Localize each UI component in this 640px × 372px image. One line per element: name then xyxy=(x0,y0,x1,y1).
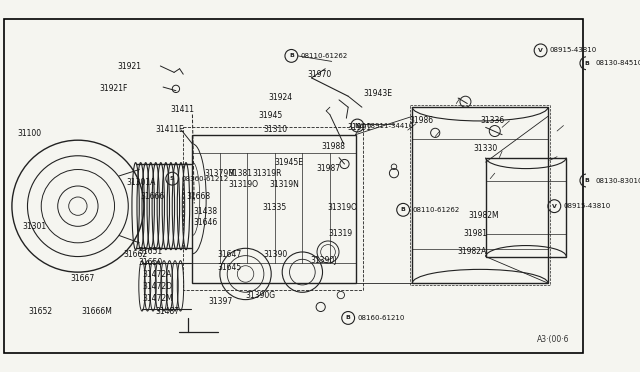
Text: 31651: 31651 xyxy=(138,247,163,256)
Text: 31921: 31921 xyxy=(117,61,141,71)
Text: 31970: 31970 xyxy=(308,70,332,79)
Text: 31487: 31487 xyxy=(156,307,180,316)
Text: 31319O: 31319O xyxy=(327,203,357,212)
Text: 31390J: 31390J xyxy=(311,256,337,266)
Text: 31645: 31645 xyxy=(217,263,241,272)
Text: 31472D: 31472D xyxy=(142,282,172,291)
Text: 31988: 31988 xyxy=(321,142,346,151)
Text: 31390: 31390 xyxy=(264,250,288,259)
Text: N: N xyxy=(355,123,360,128)
Text: 31666: 31666 xyxy=(141,192,165,201)
Text: 31335: 31335 xyxy=(262,203,287,212)
Text: A3·(00·6: A3·(00·6 xyxy=(538,334,570,344)
Text: 31662: 31662 xyxy=(123,250,147,259)
Text: 31336: 31336 xyxy=(481,116,505,125)
Text: 08110-61262: 08110-61262 xyxy=(301,53,348,59)
Text: 31319: 31319 xyxy=(328,228,353,238)
Text: 31301: 31301 xyxy=(22,222,47,231)
Bar xyxy=(412,107,548,283)
Text: 31411E: 31411E xyxy=(156,125,184,134)
Text: B: B xyxy=(584,178,589,183)
Text: 08160-61210: 08160-61210 xyxy=(357,315,404,321)
Bar xyxy=(486,158,566,257)
Text: 31647: 31647 xyxy=(217,250,241,259)
Text: 31310: 31310 xyxy=(264,125,288,134)
Text: 31668: 31668 xyxy=(186,192,211,201)
Text: 31921F: 31921F xyxy=(100,84,128,93)
Text: 31667: 31667 xyxy=(70,273,95,282)
Text: 08911-34410: 08911-34410 xyxy=(367,122,413,129)
Text: 31987: 31987 xyxy=(317,164,340,173)
Text: V: V xyxy=(552,203,557,209)
Text: 31943E: 31943E xyxy=(364,89,392,98)
Text: B: B xyxy=(584,61,589,66)
Text: 31379M: 31379M xyxy=(204,169,235,177)
Text: 31650: 31650 xyxy=(138,258,163,267)
Bar xyxy=(193,135,355,283)
Text: 31319O: 31319O xyxy=(228,180,259,189)
Text: 31986: 31986 xyxy=(410,116,433,125)
Text: S: S xyxy=(170,176,175,181)
Text: 08360-61212: 08360-61212 xyxy=(181,176,228,182)
Text: 31982A: 31982A xyxy=(458,247,486,256)
Text: B: B xyxy=(346,315,351,320)
Text: 08130-84510: 08130-84510 xyxy=(596,60,640,66)
Text: 31666M: 31666M xyxy=(81,307,112,316)
Text: B: B xyxy=(401,207,406,212)
Text: B: B xyxy=(289,54,294,58)
Text: 31319R: 31319R xyxy=(252,169,282,177)
Text: 31652: 31652 xyxy=(28,307,52,316)
Bar xyxy=(183,127,363,291)
Bar xyxy=(410,105,550,285)
Text: 31945: 31945 xyxy=(258,110,282,120)
Text: 08130-83010: 08130-83010 xyxy=(596,177,640,183)
Text: V: V xyxy=(538,48,543,53)
Text: 31472M: 31472M xyxy=(142,294,173,303)
Text: 08915-43810: 08915-43810 xyxy=(563,203,611,209)
Text: 08915-43810: 08915-43810 xyxy=(550,47,597,54)
Text: 31301A: 31301A xyxy=(126,178,156,187)
Text: 31646: 31646 xyxy=(193,218,218,227)
Text: 31991: 31991 xyxy=(347,123,371,132)
Text: 31411: 31411 xyxy=(170,105,194,114)
Text: 31982M: 31982M xyxy=(468,212,499,221)
Text: 31390G: 31390G xyxy=(245,291,275,299)
Text: 31438: 31438 xyxy=(193,207,218,216)
Text: 31330: 31330 xyxy=(474,144,498,153)
Text: 31924: 31924 xyxy=(269,93,292,102)
Text: 31981: 31981 xyxy=(463,229,487,238)
Text: 08110-61262: 08110-61262 xyxy=(412,207,460,213)
Text: 31945E: 31945E xyxy=(275,158,303,167)
Text: 31472A: 31472A xyxy=(142,270,172,279)
Text: 31381: 31381 xyxy=(228,169,253,177)
Text: 31319N: 31319N xyxy=(269,180,300,189)
Text: 31397: 31397 xyxy=(208,297,232,307)
Text: 31100: 31100 xyxy=(17,129,42,138)
